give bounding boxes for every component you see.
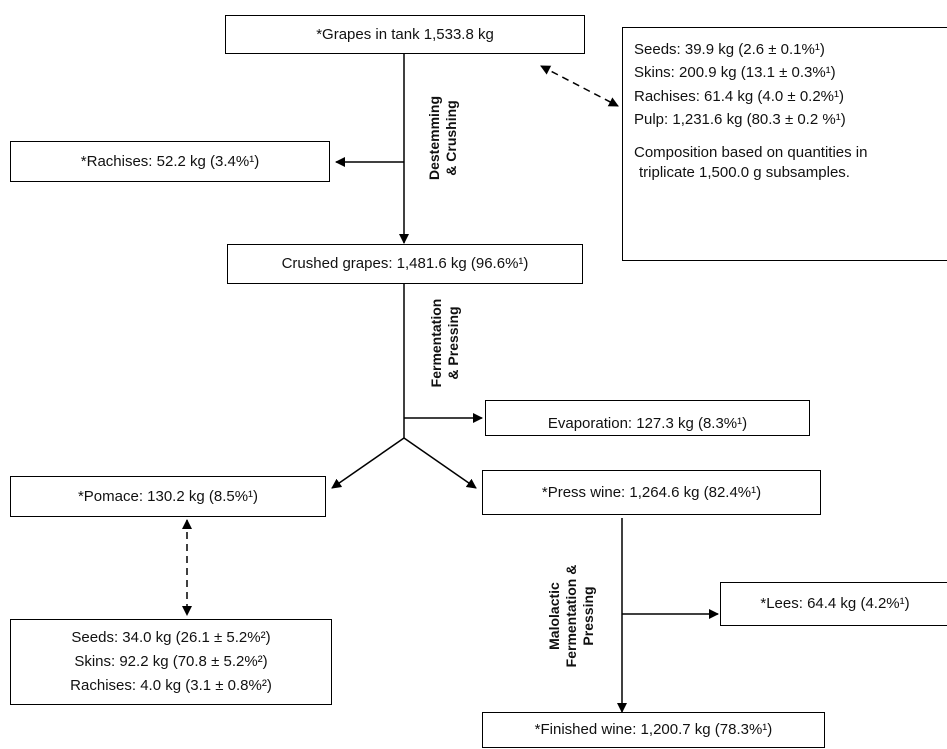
composition-top-skins: Skins: 200.9 kg (13.1 ± 0.3%¹): [634, 64, 836, 82]
composition-pomace-rachises: Rachises: 4.0 kg (3.1 ± 0.8%²): [70, 677, 272, 694]
destemming-crushing-label: Destemming & Crushing: [426, 73, 466, 203]
crushed-grapes-text: Crushed grapes: 1,481.6 kg (96.6%¹): [281, 255, 529, 272]
malolactic-label: Malolactic Fermentation & Pressing: [546, 541, 606, 691]
pomace-box: *Pomace: 130.2 kg (8.5%¹): [10, 476, 326, 517]
malolactic-line2: Fermentation &: [562, 564, 579, 668]
malolactic-line1: Malolactic: [546, 582, 562, 650]
composition-top-seeds: Seeds: 39.9 kg (2.6 ± 0.1%¹): [634, 41, 825, 58]
press-wine-box: *Press wine: 1,264.6 kg (82.4%¹): [482, 470, 821, 515]
finished-wine-box: *Finished wine: 1,200.7 kg (78.3%¹): [482, 712, 825, 748]
pomace-text: *Pomace: 130.2 kg (8.5%¹): [77, 487, 259, 505]
composition-top-pulp: Pulp: 1,231.6 kg (80.3 ± 0.2 %¹): [634, 110, 846, 128]
composition-pomace-seeds: Seeds: 34.0 kg (26.1 ± 5.2%²): [71, 629, 271, 646]
arrow-to-press-wine: [403, 437, 477, 489]
destemming-line2: & Crushing: [442, 100, 459, 176]
composition-pomace-box: Seeds: 34.0 kg (26.1 ± 5.2%²) Skins: 92.…: [10, 619, 332, 705]
evaporation-text: Evaporation: 127.3 kg (8.3%¹): [547, 415, 748, 432]
lees-text: *Lees: 64.4 kg (4.2%¹): [760, 595, 910, 612]
finished-wine-text: *Finished wine: 1,200.7 kg (78.3%¹): [534, 721, 773, 738]
dashed-arrow-composition-top: [540, 65, 619, 107]
arrow-to-pomace: [331, 437, 405, 489]
lees-box: *Lees: 64.4 kg (4.2%¹): [720, 582, 947, 626]
fermentation-line2: & Pressing: [444, 306, 461, 380]
fermentation-line1: Fermentation: [428, 298, 444, 388]
composition-top-box: Seeds: 39.9 kg (2.6 ± 0.1%¹) Skins: 200.…: [622, 27, 947, 261]
rachises-removed-text: *Rachises: 52.2 kg (3.4%¹): [80, 152, 260, 170]
grapes-in-tank-box: *Grapes in tank 1,533.8 kg: [225, 15, 585, 54]
composition-top-rachises: Rachises: 61.4 kg (4.0 ± 0.2%¹): [634, 87, 844, 105]
malolactic-line3: Pressing: [579, 586, 596, 646]
composition-top-note-line2: triplicate 1,500.0 g subsamples.: [639, 163, 850, 181]
destemming-line1: Destemming: [426, 95, 442, 181]
crushed-grapes-box: Crushed grapes: 1,481.6 kg (96.6%¹): [227, 244, 583, 284]
press-wine-text: *Press wine: 1,264.6 kg (82.4%¹): [541, 483, 762, 501]
fermentation-pressing-label: Fermentation & Pressing: [428, 273, 468, 413]
composition-top-note-line1: Composition based on quantities in: [634, 144, 868, 161]
evaporation-box: Evaporation: 127.3 kg (8.3%¹): [485, 400, 810, 436]
rachises-removed-box: *Rachises: 52.2 kg (3.4%¹): [10, 141, 330, 182]
composition-pomace-skins: Skins: 92.2 kg (70.8 ± 5.2%²): [74, 653, 268, 670]
grapes-in-tank-text: *Grapes in tank 1,533.8 kg: [316, 25, 494, 43]
